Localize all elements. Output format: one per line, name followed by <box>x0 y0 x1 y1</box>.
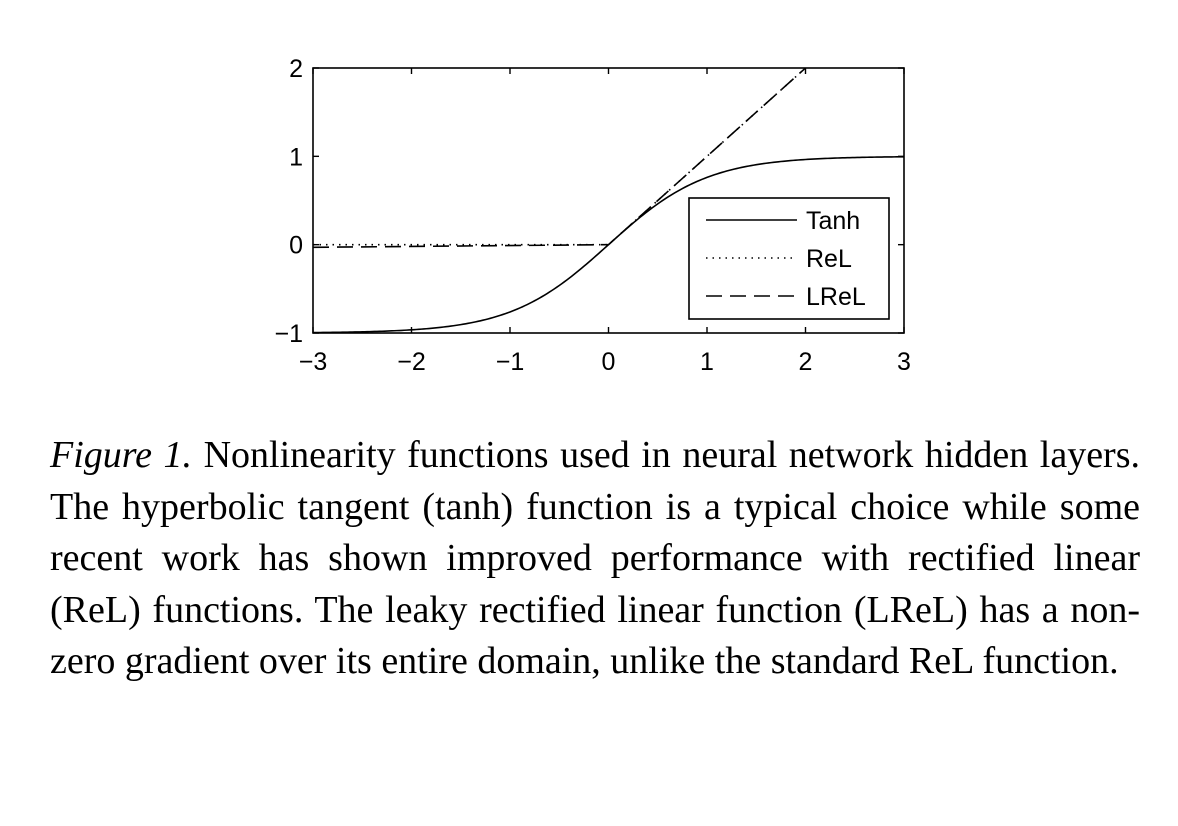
y-tick-label: −1 <box>274 320 303 348</box>
x-tick-label: −2 <box>397 348 426 376</box>
series-line-rel <box>313 68 807 246</box>
series-group <box>313 68 904 333</box>
legend-box <box>688 197 890 320</box>
x-tick-label: 1 <box>700 348 714 376</box>
x-tick-label: 3 <box>897 348 911 376</box>
figure-caption: Figure 1. Nonlinearity functions used in… <box>50 430 1140 688</box>
x-tick-label: −3 <box>299 348 328 376</box>
series-line-lrel <box>313 68 807 249</box>
legend-label-rel: ReL <box>806 245 852 273</box>
plot-area: −3 −2 −1 0 1 2 3 −1 0 1 2 Tanh ReL LReL <box>274 55 910 376</box>
legend-label-lrel: LReL <box>806 283 866 311</box>
caption-label: Figure 1. <box>50 434 193 476</box>
y-tick-label: 2 <box>289 55 303 83</box>
chart: −3 −2 −1 0 1 2 3 −1 0 1 2 Tanh ReL LReL <box>274 55 910 376</box>
y-tick-label: 0 <box>289 232 303 260</box>
x-tick-label: −1 <box>496 348 525 376</box>
legend-label-tanh: Tanh <box>806 207 860 235</box>
x-tick-label: 0 <box>602 348 616 376</box>
y-tick-label: 1 <box>289 143 303 171</box>
x-tick-label: 2 <box>799 348 813 376</box>
caption-text: Nonlinearity functions used in neural ne… <box>50 434 1141 682</box>
